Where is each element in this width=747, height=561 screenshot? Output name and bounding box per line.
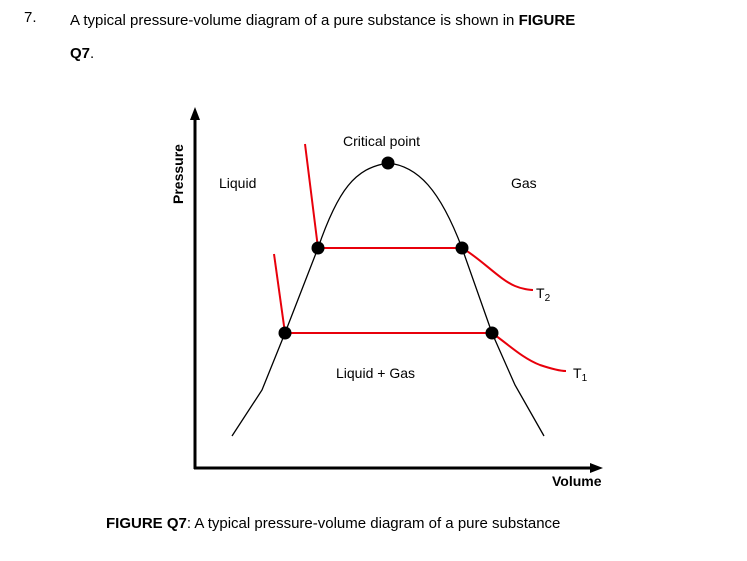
t1-label: T1 (573, 365, 588, 384)
critical-point-label: Critical point (343, 133, 420, 149)
question-text-line2: Q7. (70, 45, 94, 62)
figure-reference-line1: FIGURE (518, 12, 576, 29)
t1-saturated-liquid-point (278, 326, 292, 340)
x-axis-arrow-icon (590, 463, 603, 473)
t2-saturated-vapor-point (455, 241, 469, 255)
question-number: 7. (24, 9, 37, 26)
gas-region-label: Gas (511, 175, 537, 191)
figure-caption-text: : A typical pressure-volume diagram of a… (186, 515, 561, 532)
figure-caption: FIGURE Q7: A typical pressure-volume dia… (106, 515, 560, 532)
t1-label-main: T (573, 365, 582, 381)
isotherm-t2-liquid (304, 143, 319, 249)
t1-label-subscript: 1 (582, 373, 588, 384)
critical-point-marker (381, 156, 395, 170)
t1-saturated-vapor-point (485, 326, 499, 340)
t2-label-main: T (536, 285, 545, 301)
t2-label-subscript: 2 (545, 293, 551, 304)
figure-reference-line2: Q7 (70, 45, 91, 62)
t2-saturated-liquid-point (311, 241, 325, 255)
x-axis-label: Volume (552, 473, 602, 489)
isotherm-t1-gas (491, 332, 567, 372)
question-text-prefix: A typical pressure-volume diagram of a p… (70, 12, 519, 29)
t2-label: T2 (536, 285, 551, 304)
isotherm-t2-gas (461, 247, 534, 291)
liquid-gas-region-label: Liquid + Gas (336, 365, 415, 381)
question-text: A typical pressure-volume diagram of a p… (70, 9, 575, 32)
saturation-dome (231, 162, 545, 437)
figure-caption-prefix: FIGURE Q7 (106, 515, 187, 532)
liquid-region-label: Liquid (219, 175, 256, 191)
question-text-suffix: . (90, 45, 95, 62)
isotherm-t1-liquid (273, 253, 286, 334)
y-axis-label: Pressure (170, 144, 186, 204)
y-axis-arrow-icon (190, 107, 200, 120)
